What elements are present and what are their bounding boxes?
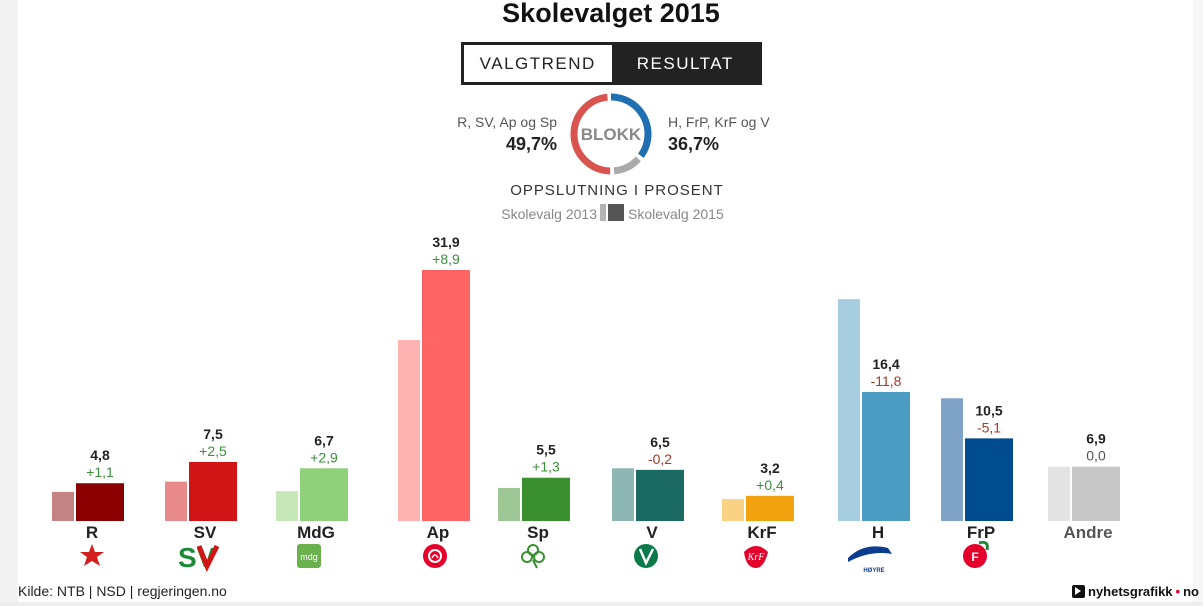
ap-logo-icon [423, 544, 447, 568]
bar-2013-h [838, 299, 860, 521]
change-label-sv: +2,5 [199, 443, 227, 459]
change-label-ap: +8,9 [432, 251, 460, 267]
value-label-frp: 10,5 [975, 402, 1002, 418]
value-label-ap: 31,9 [432, 234, 459, 250]
brand-cursor-icon [1072, 585, 1085, 598]
category-label-mdg: MdG [297, 523, 335, 542]
blokk-left-label: R, SV, Ap og Sp [457, 114, 557, 130]
bar-2013-ap [398, 340, 420, 521]
sv-logo-icon: SV [178, 542, 220, 573]
bar-2015-sv [189, 461, 237, 521]
frp-logo-icon: F [963, 540, 989, 568]
tab-resultat[interactable]: RESULTAT [611, 45, 759, 82]
mdg-logo-icon: mdg [297, 544, 321, 568]
change-label-r: +1,1 [86, 464, 114, 480]
change-label-h: -11,8 [871, 373, 902, 389]
blokk-center-label: BLOKK [581, 125, 642, 144]
blokk-left-value: 49,7% [505, 134, 557, 154]
category-label-v: V [646, 523, 658, 542]
category-label-sv: SV [194, 523, 217, 542]
bar-2015-h [862, 391, 910, 521]
bar-2015-mdg [300, 468, 348, 521]
value-label-r: 4,8 [90, 447, 110, 463]
change-label-andre: 0,0 [1086, 448, 1106, 464]
bar-2015-sp [522, 477, 570, 521]
svg-text:F: F [971, 550, 978, 564]
bottom-edge [0, 602, 1203, 606]
blokk-left-arc [570, 93, 652, 175]
blokk-donut: BLOKK [570, 93, 652, 175]
h-logo-icon: HØYRE [848, 546, 892, 574]
blokk-right-label: H, FrP, KrF og V [668, 114, 770, 130]
bar-2015-krf [746, 495, 794, 521]
v-logo-icon [634, 544, 658, 568]
legend-2013-swatch [600, 204, 606, 221]
krf-logo-icon: KrF [744, 546, 768, 568]
legend-2013-label: Skolevalg 2013 [501, 206, 597, 222]
chart-title: Skolevalget 2015 [502, 0, 720, 28]
category-label-frp: FrP [967, 523, 995, 542]
category-label-krf: KrF [747, 523, 776, 542]
bar-2013-andre [1048, 466, 1070, 521]
sp-logo-icon [521, 544, 545, 569]
category-label-andre: Andre [1063, 523, 1112, 542]
bar-2013-r [52, 491, 74, 521]
bar-2013-krf [722, 498, 744, 521]
blokk-right-value: 36,7% [668, 134, 720, 154]
value-label-h: 16,4 [872, 356, 899, 372]
party-logos: SV mdg KrF [80, 540, 989, 574]
r-logo-icon [80, 544, 104, 566]
value-label-mdg: 6,7 [314, 432, 334, 448]
value-label-krf: 3,2 [760, 460, 780, 476]
category-label-r: R [86, 523, 98, 542]
brand-tld: no [1183, 584, 1199, 599]
blokk-right-arc [570, 93, 652, 175]
svg-text:mdg: mdg [300, 552, 318, 562]
bar-2013-sv [165, 481, 187, 521]
change-label-sp: +1,3 [532, 459, 560, 475]
bar-2013-sp [498, 487, 520, 521]
chart-subtitle: OPPSLUTNING I PROSENT [510, 182, 724, 199]
legend-2015-swatch [608, 204, 624, 221]
change-label-mdg: +2,9 [310, 449, 338, 465]
svg-text:KrF: KrF [747, 552, 766, 563]
change-label-krf: +0,4 [756, 477, 784, 493]
bar-2015-v [636, 469, 684, 521]
bar-2015-r [76, 483, 124, 521]
bar-2015-ap [422, 270, 470, 521]
svg-text:HØYRE: HØYRE [863, 568, 884, 574]
category-label-h: H [872, 523, 884, 542]
bar-2013-mdg [276, 491, 298, 521]
value-label-sv: 7,5 [203, 426, 223, 442]
value-label-sp: 5,5 [536, 442, 556, 458]
value-label-v: 6,5 [650, 434, 670, 450]
brand-logo[interactable]: nyhetsgrafikk • no [1072, 584, 1199, 599]
category-label-sp: Sp [527, 523, 549, 542]
bar-2013-v [612, 468, 634, 521]
change-label-frp: -5,1 [977, 419, 1001, 435]
tab-valgtrend[interactable]: VALGTREND [464, 45, 612, 82]
change-label-v: -0,2 [648, 451, 672, 467]
value-label-andre: 6,9 [1086, 431, 1106, 447]
brand-name: nyhetsgrafikk [1088, 584, 1173, 599]
view-toggle: VALGTREND RESULTAT [461, 42, 762, 85]
bar-2015-andre [1072, 466, 1120, 521]
right-edge [1193, 0, 1203, 606]
bar-2013-frp [941, 398, 963, 521]
source-credit: Kilde: NTB | NSD | regjeringen.no [18, 583, 227, 599]
bar-2015-frp [965, 438, 1013, 521]
category-label-ap: Ap [427, 523, 450, 542]
brand-dot: • [1175, 584, 1181, 599]
legend-2015-label: Skolevalg 2015 [628, 206, 724, 222]
left-edge [0, 0, 18, 606]
